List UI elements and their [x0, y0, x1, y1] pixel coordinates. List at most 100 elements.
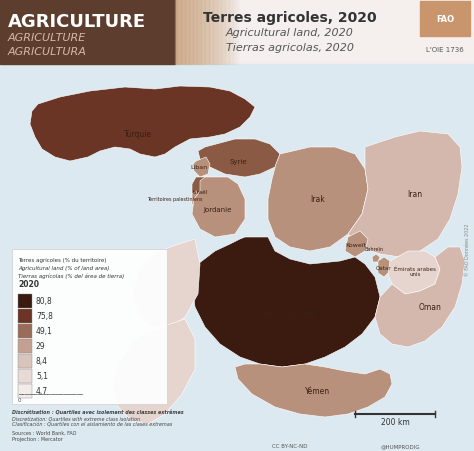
- Text: L'OIE 1736: L'OIE 1736: [426, 47, 464, 53]
- Polygon shape: [375, 248, 465, 347]
- Text: © FAO Données 2022: © FAO Données 2022: [465, 223, 471, 276]
- Polygon shape: [192, 178, 210, 207]
- Text: @HUMPRODIG: @HUMPRODIG: [380, 443, 420, 448]
- Bar: [216, 0, 217, 65]
- Bar: [228, 0, 229, 65]
- Bar: [182, 0, 183, 65]
- Bar: [196, 0, 197, 65]
- Text: 0: 0: [18, 397, 21, 402]
- Bar: [227, 0, 228, 65]
- Bar: [213, 0, 214, 65]
- Text: Territoires palestiniens: Territoires palestiniens: [147, 197, 203, 202]
- Text: Koweït: Koweït: [346, 243, 366, 248]
- Bar: [186, 0, 187, 65]
- Text: 200 km: 200 km: [381, 417, 410, 426]
- Bar: [179, 0, 180, 65]
- Polygon shape: [30, 87, 255, 161]
- Bar: [180, 0, 181, 65]
- Text: AGRICULTURE: AGRICULTURE: [8, 33, 86, 43]
- Text: Agricultural land, 2020: Agricultural land, 2020: [226, 28, 354, 38]
- Polygon shape: [388, 252, 440, 295]
- Bar: [184, 0, 185, 65]
- Bar: [193, 0, 194, 65]
- Bar: [176, 0, 177, 65]
- Polygon shape: [348, 132, 462, 258]
- Text: Tierras agricolas, 2020: Tierras agricolas, 2020: [226, 43, 354, 53]
- Bar: [215, 0, 216, 65]
- Text: Projection : Mercator: Projection : Mercator: [12, 436, 63, 441]
- Polygon shape: [268, 147, 368, 252]
- Bar: [195, 0, 196, 65]
- Bar: [183, 0, 184, 65]
- Bar: [18, 295, 32, 308]
- Text: AGRICULTURE: AGRICULTURE: [8, 13, 146, 31]
- Bar: [219, 0, 220, 65]
- Bar: [18, 339, 32, 353]
- Bar: [0, 0, 175, 65]
- Text: 5,1: 5,1: [36, 372, 48, 381]
- Bar: [212, 0, 213, 65]
- Text: Émirats arabes
unis: Émirats arabes unis: [394, 266, 436, 277]
- Bar: [18, 324, 32, 338]
- Text: 75,8: 75,8: [36, 312, 53, 321]
- Bar: [211, 0, 212, 65]
- Text: Agricultural land (% of land area): Agricultural land (% of land area): [18, 265, 109, 271]
- Bar: [229, 0, 230, 65]
- Bar: [18, 369, 32, 383]
- Text: Israël: Israël: [192, 190, 208, 195]
- Polygon shape: [235, 364, 392, 417]
- Text: Sources : World Bank, FAO: Sources : World Bank, FAO: [12, 430, 76, 435]
- Text: 49,1: 49,1: [36, 327, 53, 336]
- Text: Syrie: Syrie: [229, 159, 247, 165]
- Bar: [177, 0, 178, 65]
- Text: 29: 29: [36, 342, 46, 351]
- Text: Iran: Iran: [408, 190, 422, 199]
- Text: Irak: Irak: [310, 195, 325, 204]
- Bar: [221, 0, 222, 65]
- Bar: [224, 0, 225, 65]
- Bar: [208, 0, 209, 65]
- Text: Bahreïn: Bahreïn: [365, 247, 383, 252]
- Text: Tierras agrícolas (% del área de tierra): Tierras agrícolas (% del área de tierra): [18, 273, 124, 278]
- Text: Liban: Liban: [191, 165, 208, 170]
- Bar: [202, 0, 203, 65]
- Bar: [0, 0, 474, 65]
- Polygon shape: [345, 231, 368, 258]
- Bar: [201, 0, 202, 65]
- Bar: [194, 0, 195, 65]
- Text: Discretization: Quartiles with extreme class isolation: Discretization: Quartiles with extreme c…: [12, 416, 140, 421]
- Bar: [185, 0, 186, 65]
- Bar: [206, 0, 207, 65]
- Text: Arabie saoudite: Arabie saoudite: [255, 310, 315, 319]
- Polygon shape: [112, 319, 195, 424]
- Text: CC BY-NC-ND: CC BY-NC-ND: [272, 443, 308, 448]
- Bar: [192, 0, 193, 65]
- Text: FAO: FAO: [436, 14, 454, 23]
- Text: 4,7: 4,7: [36, 387, 48, 396]
- Bar: [223, 0, 224, 65]
- Polygon shape: [192, 178, 245, 238]
- Bar: [199, 0, 200, 65]
- Bar: [187, 0, 188, 65]
- Bar: [237, 0, 238, 65]
- Bar: [209, 0, 210, 65]
- Bar: [198, 0, 199, 65]
- Text: Terres agricoles (% du territoire): Terres agricoles (% du territoire): [18, 258, 106, 262]
- Polygon shape: [378, 258, 390, 277]
- Bar: [0, 65, 474, 451]
- Bar: [226, 0, 227, 65]
- Bar: [18, 309, 32, 323]
- Text: AGRICULTURA: AGRICULTURA: [8, 47, 87, 57]
- Text: Jordanie: Jordanie: [204, 207, 232, 212]
- Bar: [234, 0, 235, 65]
- Bar: [207, 0, 208, 65]
- Bar: [232, 0, 233, 65]
- Bar: [210, 0, 211, 65]
- Text: Discrétisation : Quartiles avec isolement des classes extrêmes: Discrétisation : Quartiles avec isolemen…: [12, 410, 183, 415]
- Bar: [225, 0, 226, 65]
- Bar: [217, 0, 218, 65]
- Text: 2020: 2020: [18, 279, 39, 288]
- Bar: [231, 0, 232, 65]
- Bar: [18, 354, 32, 368]
- Bar: [420, 2, 470, 37]
